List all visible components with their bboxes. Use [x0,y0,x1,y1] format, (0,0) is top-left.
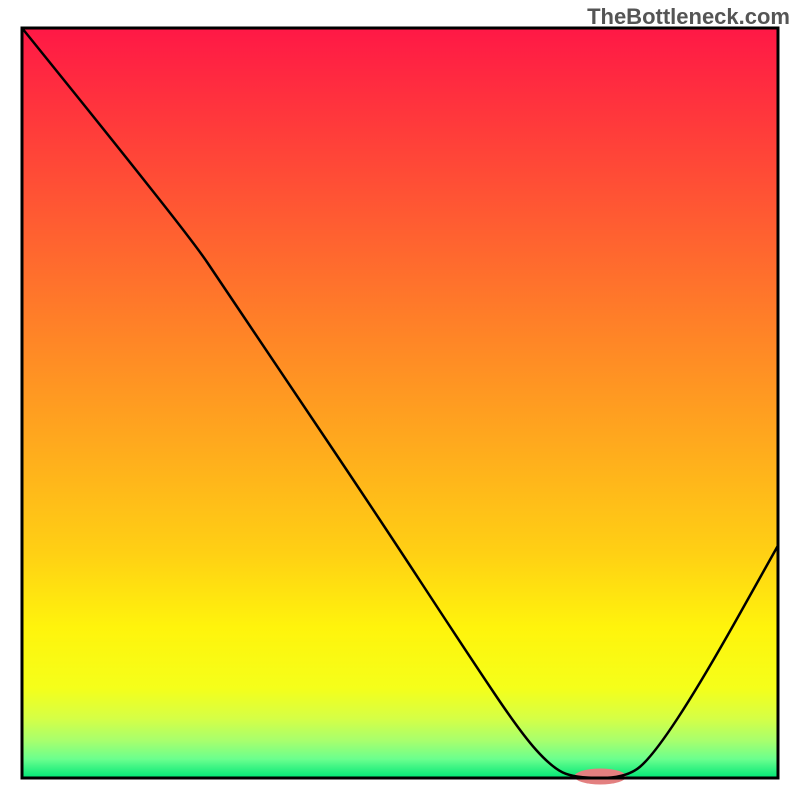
watermark-text: TheBottleneck.com [587,4,790,30]
bottleneck-chart: TheBottleneck.com [0,0,800,800]
plot-background [22,28,778,778]
chart-svg [0,0,800,800]
